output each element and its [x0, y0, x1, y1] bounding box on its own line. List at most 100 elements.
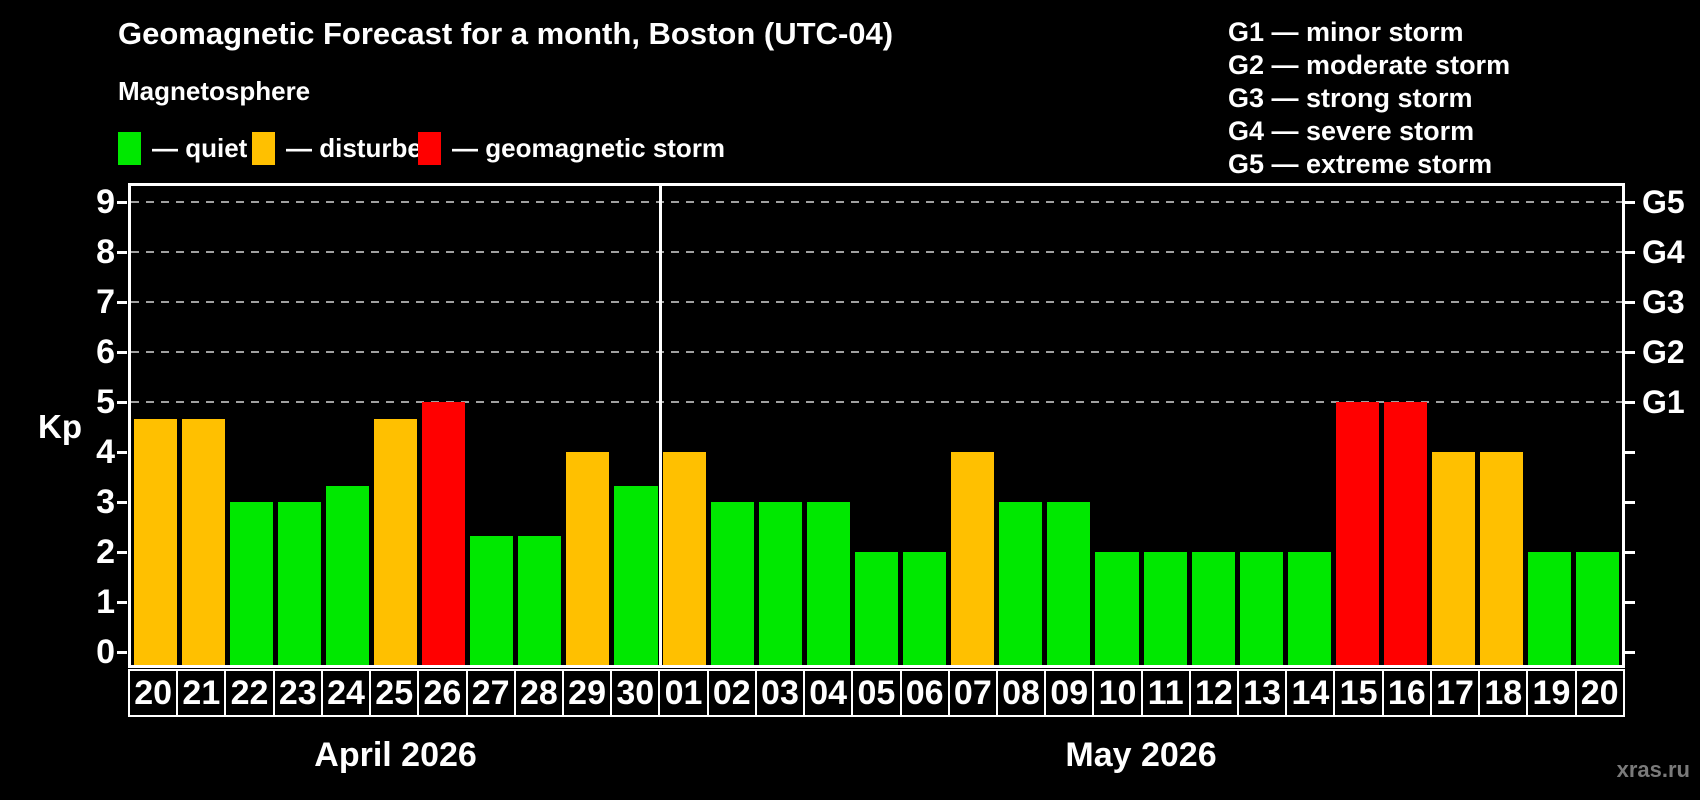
day-label: 01	[658, 669, 709, 717]
day-label: 25	[369, 669, 420, 717]
gridline-kp9	[131, 201, 1622, 203]
y-axis-tick-left	[117, 650, 127, 654]
day-label: 24	[320, 669, 372, 717]
day-label: 06	[899, 669, 950, 717]
gridline-kp5	[131, 401, 1622, 403]
g-scale-legend: G1 — minor storm G2 — moderate storm G3 — …	[1228, 16, 1510, 181]
y-axis-tick-right	[1625, 250, 1635, 254]
y-axis-label: 1	[96, 583, 115, 621]
legend-item-quiet: — quiet	[118, 131, 247, 165]
day-label: 03	[754, 669, 806, 717]
chart-title: Geomagnetic Forecast for a month, Boston…	[118, 16, 894, 51]
kp-bar	[470, 535, 514, 665]
day-label: 22	[224, 669, 275, 717]
kp-bar	[133, 418, 177, 665]
kp-bar	[566, 452, 610, 665]
y-axis-tick-left	[117, 450, 127, 454]
gridline-kp6	[131, 351, 1622, 353]
kp-bar	[1047, 502, 1091, 665]
kp-bar	[1576, 552, 1620, 665]
x-axis-day-row: 20 21 22 23 24 25 26 27 28 29 30 01 02 03 04 05 06 07 08 09…	[128, 669, 1625, 717]
y-axis-label: 9	[96, 183, 115, 221]
day-label: 17	[1429, 669, 1481, 717]
day-label: 13	[1237, 669, 1288, 717]
y-axis-tick-left	[117, 600, 127, 604]
kp-bar	[1432, 452, 1476, 665]
y-axis-label: 6	[96, 333, 115, 371]
y-axis-tick-right	[1625, 450, 1635, 454]
g-scale-line-4: G4 — severe storm	[1228, 116, 1475, 146]
day-label: 16	[1381, 669, 1432, 717]
g-scale-line-2: G2 — moderate storm	[1228, 50, 1511, 80]
magnetosphere-label: Magnetosphere	[118, 76, 311, 106]
day-label: 30	[610, 669, 661, 717]
kp-bar	[806, 502, 850, 665]
kp-bar	[373, 418, 418, 665]
y-axis-label: 8	[96, 233, 115, 271]
y-axis-tick-right	[1625, 350, 1635, 354]
y-axis-tick-right	[1625, 300, 1635, 304]
quiet-swatch	[118, 131, 141, 165]
g-scale-line-5: G5 — extreme storm	[1228, 149, 1493, 179]
kp-bar	[662, 452, 706, 665]
y-axis-tick-right	[1625, 600, 1635, 604]
legend-label-quiet: — quiet	[152, 132, 248, 163]
month-label: April 2026	[314, 736, 477, 774]
kp-bar	[518, 535, 562, 665]
storm-swatch	[418, 131, 441, 165]
day-label: 07	[947, 669, 998, 717]
day-label: 14	[1285, 669, 1336, 717]
kp-bar	[1287, 552, 1331, 665]
day-label: 12	[1188, 669, 1240, 717]
kp-bar	[758, 502, 802, 665]
y-axis-label: 3	[96, 483, 115, 521]
disturbed-swatch	[252, 131, 275, 165]
day-label: 23	[272, 669, 323, 717]
g-scale-line-3: G3 — strong storm	[1228, 83, 1473, 113]
g-axis-label: G2	[1642, 334, 1685, 370]
kp-bar	[229, 502, 273, 665]
day-label: 08	[995, 669, 1047, 717]
y-axis-tick-left	[117, 500, 127, 504]
gridline-kp7	[131, 301, 1622, 303]
y-axis-label: 4	[96, 433, 115, 471]
g-axis-label: G5	[1642, 184, 1685, 220]
legend-item-storm: — geomagnetic storm	[418, 131, 725, 165]
month-label: May 2026	[1065, 736, 1217, 774]
legend-label-storm: — geomagnetic storm	[452, 132, 726, 163]
kp-bar	[1095, 552, 1139, 665]
y-axis-tick-right	[1625, 550, 1635, 554]
y-axis-tick-right	[1625, 400, 1635, 404]
watermark: xras.ru	[1616, 757, 1690, 782]
kp-bar	[1480, 452, 1524, 665]
kp-bar	[1384, 402, 1428, 665]
day-label: 21	[176, 669, 227, 717]
g-scale-line-1: G1 — minor storm	[1228, 17, 1464, 47]
kp-bar	[422, 402, 466, 665]
plot-area	[128, 183, 1625, 668]
kp-bar	[181, 418, 225, 665]
y-axis-tick-right	[1625, 500, 1635, 504]
y-axis-tick-right	[1625, 650, 1635, 654]
kp-bar	[854, 552, 899, 665]
kp-bar	[614, 485, 658, 665]
day-label: 02	[706, 669, 757, 717]
y-axis-tick-left	[117, 550, 127, 554]
day-label: 05	[851, 669, 902, 717]
day-label: 15	[1333, 669, 1384, 717]
y-axis-tick-left	[117, 300, 127, 304]
kp-bar	[951, 452, 995, 665]
day-label: 20	[128, 669, 179, 717]
kp-bar	[1335, 402, 1379, 665]
day-label: 29	[561, 669, 613, 717]
kp-bar	[325, 485, 369, 665]
day-label: 04	[803, 669, 854, 717]
day-label: 10	[1092, 669, 1143, 717]
kp-bar	[1528, 552, 1572, 665]
y-axis-label: 7	[96, 283, 115, 321]
day-label: 28	[513, 669, 564, 717]
y-axis-tick-left	[117, 350, 127, 354]
kp-bar	[277, 502, 321, 665]
kp-bar	[1239, 552, 1283, 665]
